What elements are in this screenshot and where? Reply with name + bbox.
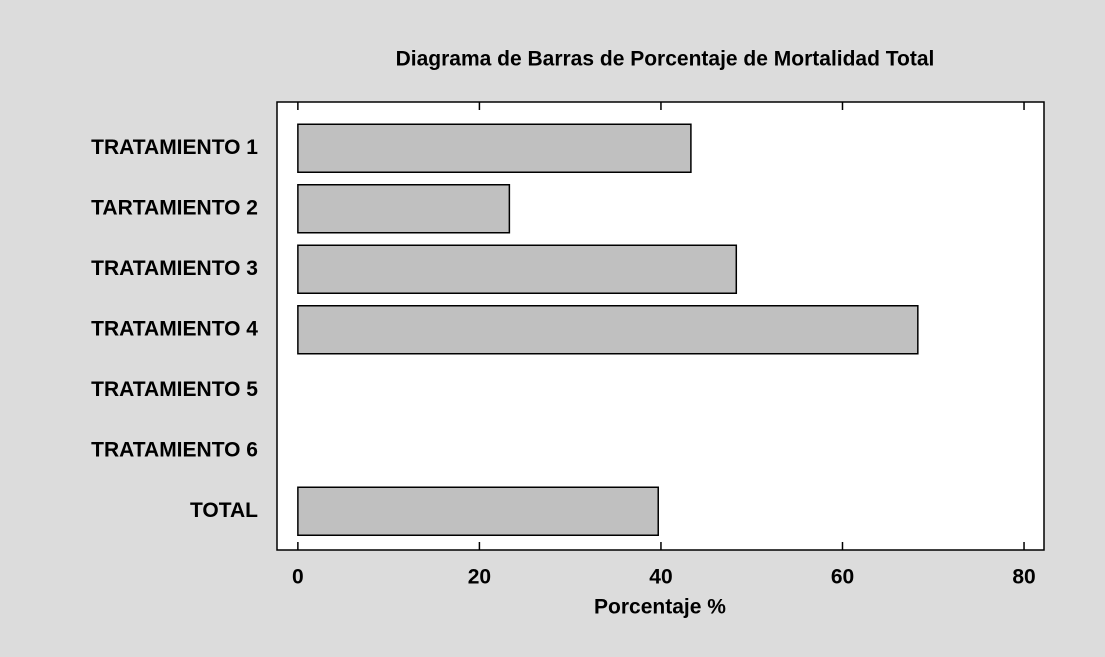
y-tick-label: TRATAMIENTO 5 <box>91 378 258 401</box>
bar <box>297 244 738 294</box>
y-tick-label: TRATAMIENTO 1 <box>91 136 258 159</box>
y-tick-label: TRATAMIENTO 3 <box>91 257 258 280</box>
x-axis-label: Porcentaje % <box>594 596 726 619</box>
chart-title: Diagrama de Barras de Porcentaje de Mort… <box>396 48 935 71</box>
bar <box>297 305 919 355</box>
x-tick-label: 60 <box>831 566 854 589</box>
bar <box>297 123 692 173</box>
bar <box>297 486 659 536</box>
y-tick-label: TRATAMIENTO 6 <box>91 438 258 461</box>
x-tick-label: 80 <box>1012 566 1035 589</box>
bar <box>297 184 511 234</box>
y-tick-label: TARTAMIENTO 2 <box>91 196 258 219</box>
y-tick-label: TOTAL <box>190 499 258 522</box>
x-tick-label: 40 <box>649 566 672 589</box>
y-tick-label: TRATAMIENTO 4 <box>91 317 258 340</box>
x-tick-label: 0 <box>292 566 304 589</box>
x-tick-label: 20 <box>468 566 491 589</box>
